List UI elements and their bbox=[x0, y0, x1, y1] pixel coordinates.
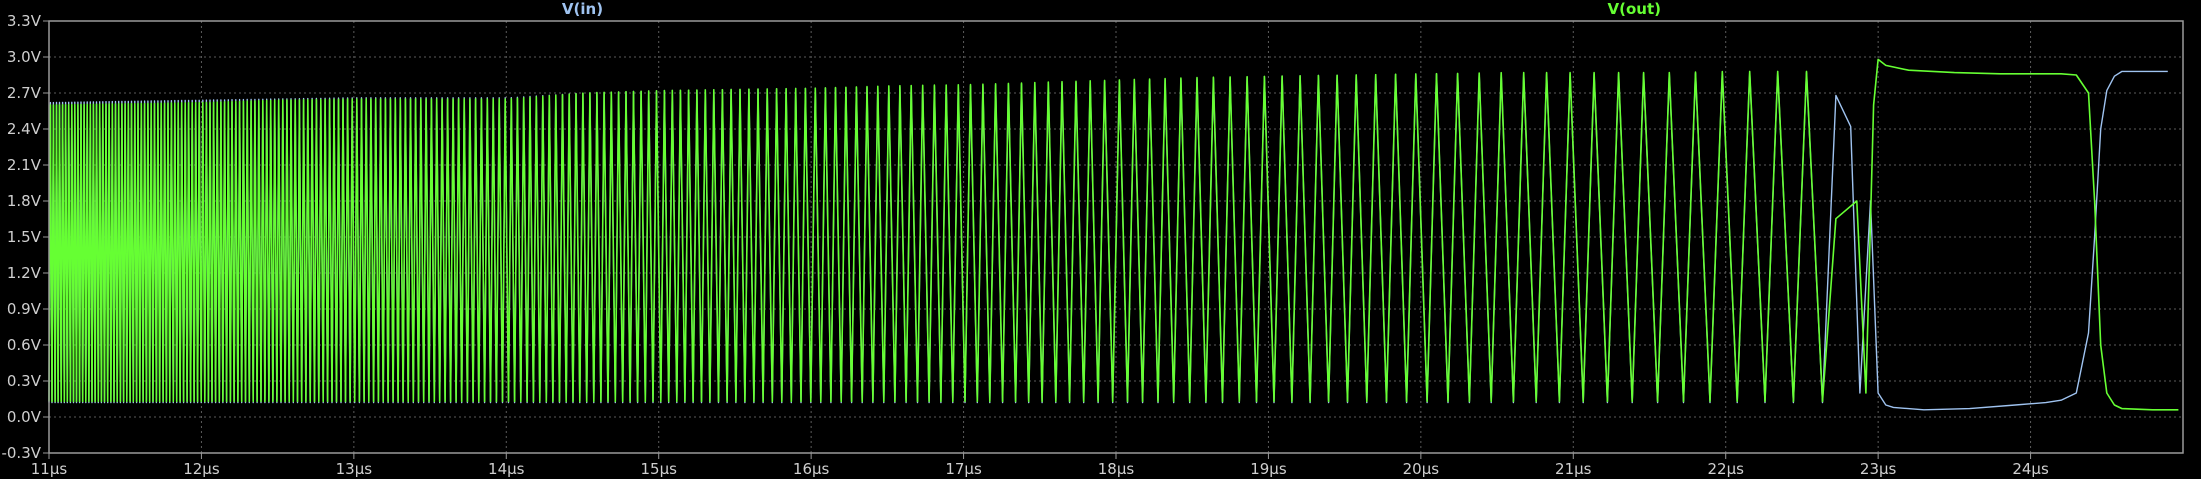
x-tick-label: 20µs bbox=[1403, 460, 1440, 478]
y-tick-label: -0.3V bbox=[1, 444, 41, 462]
x-tick-label: 12µs bbox=[183, 460, 220, 478]
x-tick-label: 15µs bbox=[640, 460, 677, 478]
x-tick-label: 17µs bbox=[945, 460, 982, 478]
axis-labels: 11µs 12µs 13µs 14µs 15µs 16µs 17µs 18µs 19µs 20µs… bbox=[1, 12, 2049, 478]
y-tick-label: 2.7V bbox=[7, 84, 42, 102]
series-line-vout bbox=[48, 58, 2179, 411]
x-tick-label: 14µs bbox=[488, 460, 525, 478]
y-tick-label: 0.3V bbox=[7, 372, 42, 390]
legend: V(in) V(out) bbox=[562, 0, 1661, 18]
y-tick-label: 0.6V bbox=[7, 336, 42, 354]
y-tick-label: 0.0V bbox=[7, 408, 42, 426]
x-tick-label: 23µs bbox=[1860, 460, 1897, 478]
x-tick-label: 16µs bbox=[793, 460, 830, 478]
x-tick-label: 13µs bbox=[336, 460, 373, 478]
x-tick-label: 11µs bbox=[31, 460, 68, 478]
y-tick-label: 2.1V bbox=[7, 156, 42, 174]
y-tick-label: 2.4V bbox=[7, 120, 42, 138]
x-tick-label: 18µs bbox=[1098, 460, 1135, 478]
x-tick-label: 21µs bbox=[1555, 460, 1592, 478]
y-tick-label: 3.3V bbox=[7, 12, 42, 30]
y-tick-label: 0.9V bbox=[7, 300, 42, 318]
x-tick-label: 22µs bbox=[1707, 460, 1744, 478]
y-tick-label: 1.2V bbox=[7, 264, 42, 282]
series-layer bbox=[48, 58, 2179, 411]
x-tick-label: 24µs bbox=[2012, 460, 2049, 478]
x-tick-label: 19µs bbox=[1250, 460, 1287, 478]
y-tick-label: 3.0V bbox=[7, 48, 42, 66]
legend-label-vout[interactable]: V(out) bbox=[1608, 0, 1661, 18]
legend-label-vin[interactable]: V(in) bbox=[562, 0, 603, 18]
y-tick-label: 1.8V bbox=[7, 192, 42, 210]
y-tick-label: 1.5V bbox=[7, 228, 42, 246]
